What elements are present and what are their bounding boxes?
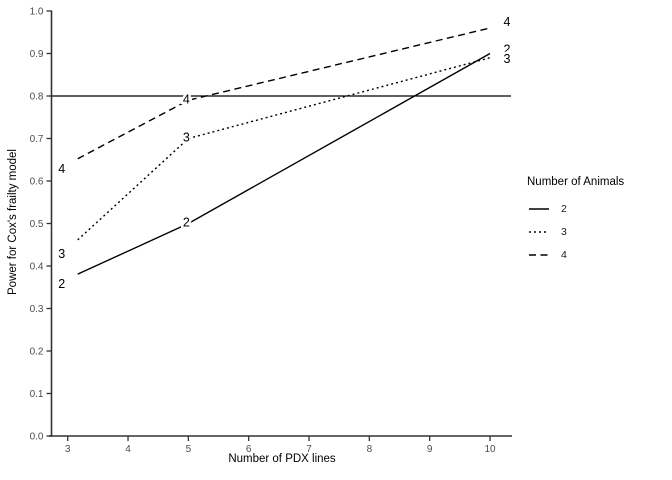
x-tick-label: 7: [306, 444, 312, 455]
x-tick-label: 9: [427, 444, 433, 455]
series-line-3: [77, 57, 491, 241]
point-label-3-3: 3: [58, 247, 65, 261]
x-axis-title: Number of PDX lines: [228, 453, 336, 465]
y-tick-label: 0.5: [30, 219, 44, 230]
y-tick-label: 0.8: [30, 92, 44, 103]
series-line-4: [77, 27, 491, 160]
y-tick-label: 0.6: [30, 177, 44, 188]
legend-label: 2: [561, 202, 567, 215]
point-label-2-5: 2: [183, 216, 190, 230]
legend-item-2: 2: [527, 197, 669, 220]
y-tick-label: 0.4: [30, 262, 44, 273]
y-tick-label: 0.3: [30, 304, 44, 315]
x-tick-label: 6: [246, 444, 252, 455]
y-tick-label: 0.9: [30, 49, 44, 60]
y-tick-label: 1.0: [30, 7, 44, 18]
x-tick-label: 3: [65, 444, 71, 455]
point-label-3-10: 3: [504, 52, 511, 66]
y-tick-label: 0.0: [30, 432, 44, 443]
y-tick-label: 0.7: [30, 134, 44, 145]
legend-item-4: 4: [527, 243, 669, 266]
legend-label: 4: [561, 248, 567, 261]
point-label-4-3: 4: [58, 162, 65, 176]
y-tick-label: 0.1: [30, 389, 44, 400]
legend-swatch-dashed-icon: [529, 253, 549, 256]
legend-label: 3: [561, 225, 567, 238]
legend-title: Number of Animals: [527, 176, 625, 188]
x-tick-label: 5: [186, 444, 192, 455]
legend: Number of Animals 2 3 4: [527, 176, 669, 266]
point-label-2-10: 2: [504, 43, 511, 57]
x-tick-label: 4: [125, 444, 131, 455]
point-label-3-5: 3: [183, 131, 190, 145]
x-tick-label: 10: [484, 444, 496, 455]
legend-swatch-solid-icon: [529, 207, 549, 210]
point-label-4-10: 4: [504, 15, 511, 29]
legend-swatch-dotted-icon: [529, 230, 549, 233]
point-label-4-5: 4: [183, 92, 190, 106]
series-line-2: [77, 52, 491, 275]
y-tick-label: 0.2: [30, 347, 44, 358]
legend-item-3: 3: [527, 220, 669, 243]
x-tick-label: 8: [367, 444, 373, 455]
point-label-2-3: 2: [58, 277, 65, 291]
y-axis-title: Power for Cox's frailty model: [7, 149, 19, 295]
